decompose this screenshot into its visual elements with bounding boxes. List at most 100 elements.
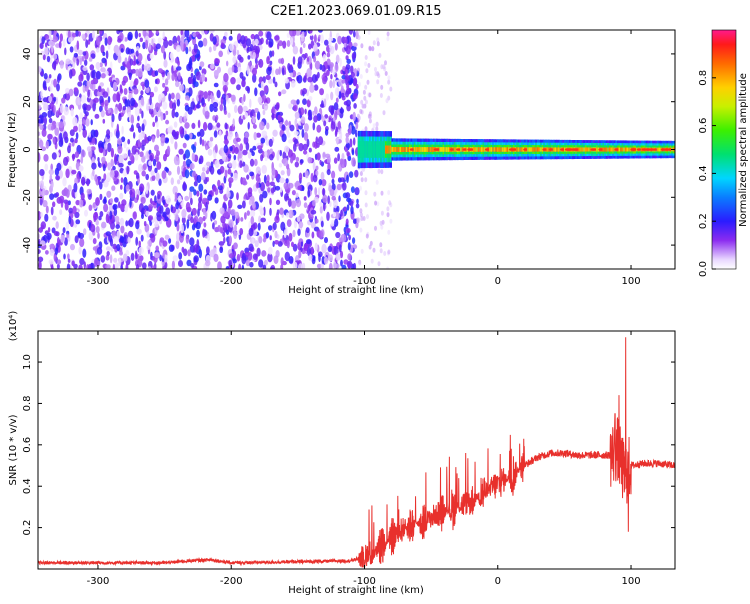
heatmap-cell — [308, 254, 313, 261]
heatmap-cell — [79, 124, 83, 131]
heatmap-cell — [165, 195, 171, 205]
heatmap-cell — [381, 145, 384, 154]
heatmap-cell — [114, 197, 119, 203]
heatmap-cell — [321, 179, 327, 187]
heatmap-cell — [212, 101, 219, 109]
heatmap-cell — [308, 30, 313, 34]
heatmap-cell — [248, 200, 252, 206]
snr-scale-note: (x10⁴) — [8, 311, 19, 342]
heatmap-cell — [162, 199, 166, 206]
heatmap-cell — [93, 212, 99, 221]
heatmap-cell — [207, 233, 211, 242]
heatmap-cell — [236, 77, 241, 84]
heatmap-cell — [636, 148, 642, 151]
heatmap-cell — [191, 152, 196, 162]
heatmap-cell — [240, 217, 244, 222]
heatmap-cell — [365, 145, 368, 154]
heatmap-cell — [269, 60, 273, 66]
heatmap-cell — [493, 147, 496, 152]
heatmap-cell — [53, 78, 57, 88]
heatmap-cell — [266, 122, 270, 130]
heatmap-cell — [336, 205, 340, 213]
heatmap-cell — [394, 147, 397, 152]
heatmap-cell — [333, 102, 339, 111]
heatmap-cell — [334, 73, 338, 78]
heatmap-cell — [245, 142, 250, 151]
heatmap-cell — [193, 244, 199, 253]
heatmap-cell — [40, 90, 43, 99]
heatmap-cell — [554, 147, 557, 152]
heatmap-cell — [286, 40, 291, 47]
heatmap-cell — [247, 251, 253, 261]
heatmap-cell — [174, 141, 178, 150]
heatmap-cell — [93, 257, 99, 267]
heatmap-cell — [45, 42, 48, 48]
heatmap-cell — [276, 209, 280, 216]
heatmap-cell — [207, 194, 213, 201]
heatmap-cell — [63, 106, 70, 116]
heatmap-cell — [318, 34, 321, 40]
heatmap-cell — [38, 152, 41, 162]
heatmap-cell — [263, 85, 269, 94]
heatmap-cell — [129, 198, 132, 208]
heatmap-cell — [323, 202, 326, 212]
heatmap-cell — [162, 31, 165, 40]
heatmap-cell — [50, 125, 54, 131]
heatmap-cell — [227, 168, 232, 175]
heatmap-cell — [168, 40, 173, 46]
heatmap-cell — [327, 195, 330, 204]
heatmap-cell — [140, 234, 144, 242]
heatmap-cell — [347, 242, 351, 251]
heatmap-cell — [112, 203, 118, 210]
y-tick-label: 0 — [22, 146, 33, 152]
heatmap-cell — [368, 118, 372, 124]
heatmap-cell — [134, 30, 139, 39]
heatmap-cell — [105, 254, 110, 261]
heatmap-cell — [155, 121, 159, 128]
heatmap-cell — [375, 121, 379, 127]
heatmap-cell — [190, 101, 196, 110]
heatmap-cell — [307, 156, 313, 164]
heatmap-cell — [367, 63, 371, 68]
heatmap-cell — [560, 148, 565, 151]
heatmap-cell — [307, 189, 311, 198]
heatmap-cell — [357, 145, 360, 154]
heatmap-cell — [228, 130, 234, 138]
heatmap-cell — [326, 52, 331, 58]
heatmap-cell — [255, 45, 260, 55]
heatmap-cell — [399, 147, 402, 152]
heatmap-cell — [45, 140, 49, 149]
heatmap-cell — [350, 71, 355, 78]
heatmap-cell — [62, 39, 66, 47]
heatmap-cell — [69, 69, 73, 79]
heatmap-cell — [74, 151, 80, 159]
heatmap-cell — [101, 221, 107, 229]
heatmap-cell — [322, 54, 327, 63]
heatmap-cell — [168, 244, 175, 252]
heatmap-cell — [80, 192, 85, 201]
heatmap-cell — [360, 99, 364, 105]
heatmap-cell — [277, 42, 280, 50]
heatmap-cell — [228, 162, 233, 168]
heatmap-cell — [43, 73, 48, 80]
heatmap-cell — [171, 108, 176, 119]
heatmap-cell — [224, 87, 227, 97]
heatmap-cell — [107, 35, 112, 46]
heatmap-cell — [69, 46, 74, 53]
heatmap-cell — [40, 50, 45, 56]
snr-series-line — [38, 337, 675, 568]
colorbar-tick-label: 0.4 — [698, 165, 709, 181]
heatmap-cell — [182, 142, 187, 149]
heatmap-cell — [90, 224, 96, 233]
heatmap-cell — [333, 245, 339, 256]
heatmap-cell — [45, 205, 49, 214]
heatmap-cell — [259, 193, 264, 203]
x-tick-label: -100 — [353, 576, 376, 587]
heatmap-cell — [38, 256, 44, 263]
heatmap-cell — [326, 169, 331, 176]
heatmap-cell — [334, 43, 338, 51]
heatmap-cell — [306, 99, 311, 108]
snr-x-ticks: -300 -200 -100 0 100 — [87, 331, 641, 587]
heatmap-cell — [65, 58, 71, 65]
heatmap-cell — [146, 103, 149, 112]
